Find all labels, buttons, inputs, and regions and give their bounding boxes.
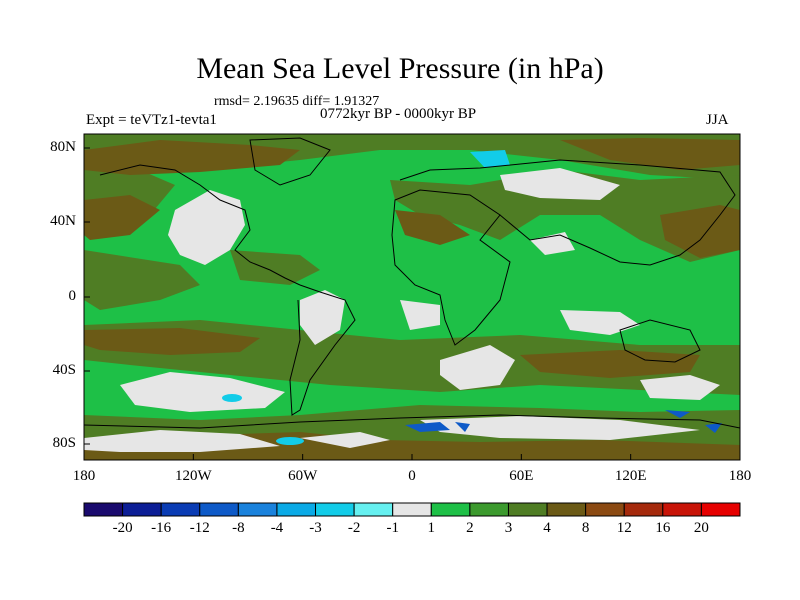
colorbar-swatch — [199, 502, 239, 517]
colorbar-label: -1 — [386, 520, 399, 536]
antarctic-blue-patch-1 — [405, 422, 450, 432]
colorbar-label: -20 — [112, 520, 133, 536]
axis-ticks — [83, 147, 741, 460]
south-pacific-brown-band — [84, 328, 260, 355]
colorbar-swatch — [160, 502, 201, 517]
colorbar-swatch — [276, 502, 317, 517]
lon-label: 120E — [614, 468, 647, 484]
antarctic-blue-patch-3 — [665, 410, 690, 418]
colorbar-swatch — [700, 502, 741, 517]
colorbar-swatch — [430, 502, 471, 517]
antarctic-grey-patch-west — [84, 430, 280, 452]
rmsd-diff-stats: rmsd= 2.19635 diff= 1.91327 — [214, 94, 380, 109]
east-asia-brown-band — [660, 205, 740, 258]
south-america-coast — [289, 284, 356, 416]
antarctic-grey-patch-east — [420, 416, 700, 440]
lon-label: 180 — [72, 468, 96, 484]
colorbar-label: 2 — [466, 520, 474, 536]
antarctic-blue-patch-2 — [455, 422, 470, 432]
lon-label: 120W — [174, 468, 212, 484]
siberia-grey-patch — [500, 168, 620, 200]
colorbar-label: 12 — [616, 520, 632, 536]
central-america-olive-band — [230, 250, 320, 285]
colorbar-label: -3 — [309, 520, 322, 536]
lon-label: 0 — [408, 468, 416, 484]
colorbar-label: -8 — [232, 520, 245, 536]
indian-ocean-grey-patch — [560, 310, 640, 335]
lat-label: 0 — [68, 288, 77, 304]
colorbar-label: 4 — [543, 520, 551, 536]
colorbar-label: -12 — [189, 520, 210, 536]
colorbar-swatch — [237, 502, 278, 517]
southeast-indian-grey-patch — [640, 375, 720, 400]
colorbar-label: 3 — [504, 520, 513, 536]
colorbar-label: -16 — [151, 520, 172, 536]
colorbar-label: 16 — [655, 520, 671, 536]
colorbar-swatch — [392, 502, 432, 517]
south-africa-grey-patch — [440, 345, 515, 390]
antarctica-coast — [84, 414, 740, 429]
lon-label: 60W — [288, 468, 318, 484]
colorbar-swatch — [507, 502, 548, 517]
north-pacific-brown-band — [84, 195, 160, 240]
colorbar-swatch — [315, 502, 355, 517]
lon-label: 60E — [509, 468, 534, 484]
africa-coast — [391, 189, 511, 346]
colorbar-swatch — [662, 502, 702, 517]
season-label: JJA — [706, 112, 729, 128]
colorbar-swatch — [623, 502, 664, 517]
south-pacific-cyan-patch — [222, 394, 242, 402]
south-indian-brown-band — [520, 350, 700, 378]
lat-label: 40S — [52, 362, 76, 378]
australia-coast — [619, 319, 701, 363]
weddell-grey-patch — [300, 432, 390, 448]
colorbar-swatch — [469, 502, 509, 517]
arctic-brown-band-west — [84, 140, 300, 175]
lat-label: 80S — [52, 435, 76, 451]
colorbar-label: 1 — [427, 520, 436, 536]
north-atlantic-grey-patch — [168, 190, 245, 265]
plot-title: Mean Sea Level Pressure (in hPa) — [196, 52, 604, 85]
arctic-brown-band-east — [560, 138, 740, 170]
north-africa-brown-band — [395, 210, 470, 245]
tropical-pacific-olive-band — [84, 250, 200, 310]
lon-label: 180 — [728, 468, 752, 484]
colorbar-label: 20 — [693, 520, 709, 536]
experiment-label: Expt = teVTz1-tevta1 — [86, 112, 217, 128]
north-america-coast — [99, 164, 301, 286]
colorbar-label: -4 — [270, 520, 284, 536]
lat-label: 80N — [50, 139, 76, 155]
eurasia-olive-band — [390, 170, 740, 262]
colorbar-swatch — [585, 502, 625, 517]
lat-label: 40N — [50, 213, 76, 229]
barents-cyan-patch — [470, 150, 510, 168]
gulf-of-guinea-grey-patch — [400, 300, 440, 330]
antarctic-blue-patch-4 — [705, 423, 722, 433]
coastlines — [84, 137, 740, 429]
colorbar-label: -2 — [347, 520, 361, 536]
antarctic-cyan-patch — [276, 437, 304, 445]
colorbar-swatch — [122, 502, 162, 517]
colorbar-swatch — [353, 502, 394, 517]
colorbar-swatch — [546, 502, 587, 517]
south-pacific-grey-patch — [120, 372, 285, 412]
greenland-coast — [249, 137, 331, 186]
colorbar-swatch — [83, 502, 124, 517]
eurasia-coast — [399, 159, 736, 266]
south-america-grey-patch — [300, 290, 345, 345]
period-label: 0772kyr BP - 0000kyr BP — [320, 106, 477, 122]
contour-fill-layer — [84, 134, 740, 460]
colorbar-label: 8 — [581, 520, 590, 536]
colorbar — [83, 502, 741, 517]
